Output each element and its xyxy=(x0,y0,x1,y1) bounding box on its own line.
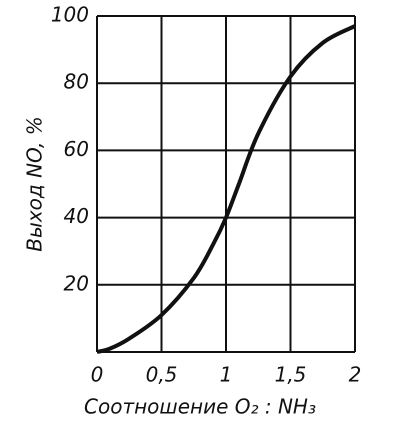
x-tick-label: 1 xyxy=(220,363,233,387)
x-tick-label: 1,5 xyxy=(275,363,307,387)
y-tick-label: 100 xyxy=(51,3,89,27)
data-line xyxy=(96,24,356,354)
x-tick-label: 2 xyxy=(349,363,362,387)
y-axis-label: Выход NO, % xyxy=(23,116,47,251)
y-tick-label: 80 xyxy=(64,70,89,94)
x-axis-label: Соотношение O₂ : NH₃ xyxy=(84,395,316,419)
y-tick-label: 60 xyxy=(64,137,89,161)
x-tick-label: 0,5 xyxy=(146,363,178,387)
y-tick-label: 40 xyxy=(64,204,89,228)
x-tick-label: 0 xyxy=(91,363,104,387)
y-tick-label: 20 xyxy=(64,271,89,295)
